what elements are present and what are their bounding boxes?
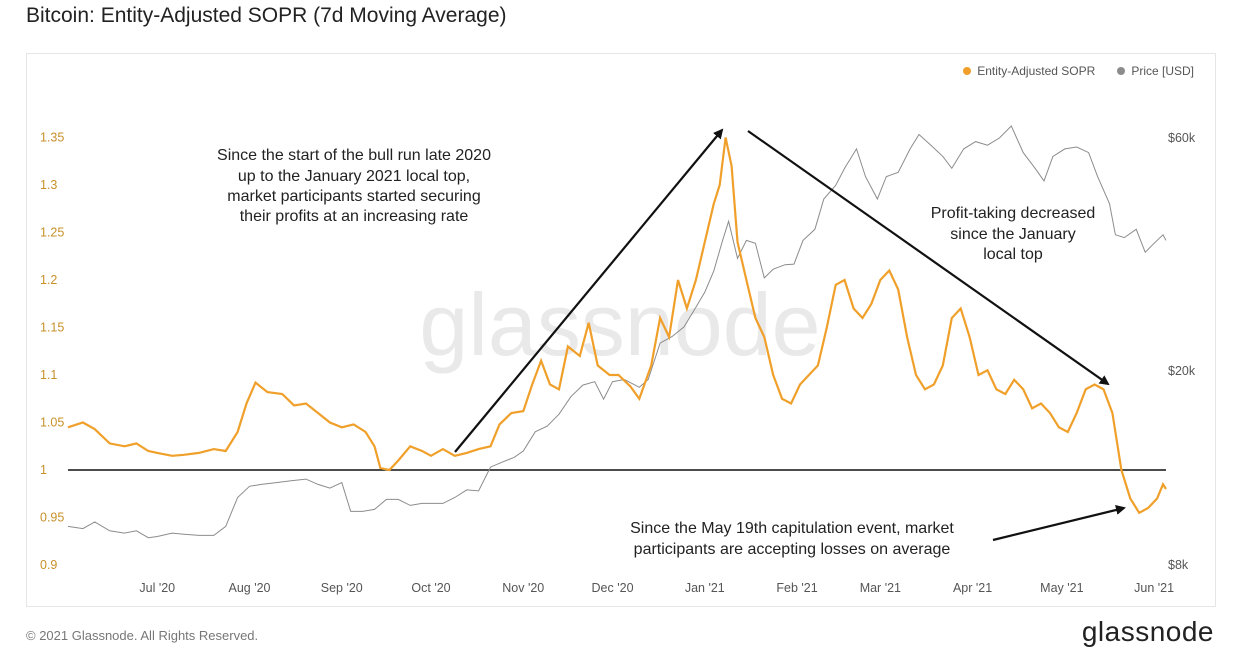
y-right-tick-label: $20k [1168,364,1196,378]
y-right-tick-label: $8k [1168,558,1189,572]
legend-label-price: Price [USD] [1131,64,1194,78]
x-tick-label: Oct '20 [411,581,450,595]
annotation-2-line-3: local top [983,246,1043,263]
y-left-tick-label: 0.95 [40,511,64,525]
x-tick-label: Jul '20 [139,581,175,595]
series-line-price [67,125,1167,539]
annotation-arrow-right [992,505,1126,542]
y-left-tick-label: 1.25 [40,226,64,240]
annotation-1-line-1: Since the start of the bull run late 202… [217,147,491,164]
annotation-2-line-2: since the January [950,226,1075,243]
series-line-sopr [67,137,1167,515]
page-title: Bitcoin: Entity-Adjusted SOPR (7d Moving… [26,4,507,27]
y-left-tick-label: 1.1 [40,368,57,382]
x-tick-label: Mar '21 [860,581,901,595]
x-axis: Jul '20 Aug '20 Sep '20 Oct '20 Nov '20 Dec '… [139,581,1174,595]
x-tick-label: Jan '21 [685,581,725,595]
x-tick-label: Sep '20 [321,581,363,595]
y-axis-left: 0.9 0.95 1 1.05 1.1 1.15 1.2 1.25 1.3 1.35 [40,131,64,573]
y-left-tick-label: 1 [40,463,47,477]
y-left-tick-label: 1.05 [40,416,64,430]
y-left-tick-label: 1.35 [40,131,64,145]
legend-dot-price [1117,67,1126,75]
x-tick-label: Feb '21 [776,581,817,595]
chart-frame [26,53,1216,607]
y-right-tick-label: $60k [1168,131,1196,145]
legend-dot-sopr [963,67,972,75]
y-left-tick-label: 0.9 [40,558,57,572]
x-tick-label: Apr '21 [953,581,992,595]
legend-item-price[interactable]: Price [USD] [1117,64,1194,78]
y-left-tick-label: 1.3 [40,178,57,192]
x-tick-label: Nov '20 [502,581,544,595]
copyright-text: © 2021 Glassnode. All Rights Reserved. [26,628,259,643]
annotation-2-line-1: Profit-taking decreased [931,205,1096,222]
y-left-tick-label: 1.15 [40,321,64,335]
annotation-1-line-4: their profits at an increasing rate [240,208,469,225]
annotation-1-line-2: up to the January 2021 local top, [238,168,470,185]
x-tick-label: Jun '21 [1134,581,1174,595]
x-tick-label: Dec '20 [592,581,634,595]
annotation-3-line-1: Since the May 19th capitulation event, m… [630,520,954,537]
x-tick-label: May '21 [1040,581,1083,595]
annotation-1-line-3: market participants started securing [227,188,480,205]
watermark-text: glassnode [419,275,820,374]
annotation-arrow-up [454,128,724,453]
legend-label-sopr: Entity-Adjusted SOPR [977,64,1096,78]
chart-legend: Entity-Adjusted SOPR Price [USD] [963,64,1194,78]
annotation-3-line-2: participants are accepting losses on ave… [634,541,951,558]
glassnode-logo: glassnode [1081,616,1214,647]
x-tick-label: Aug '20 [229,581,271,595]
y-left-tick-label: 1.2 [40,273,57,287]
y-axis-right: $8k $20k $60k [1168,131,1196,572]
annotation-arrow-down [747,130,1110,386]
legend-item-sopr[interactable]: Entity-Adjusted SOPR [963,64,1095,78]
